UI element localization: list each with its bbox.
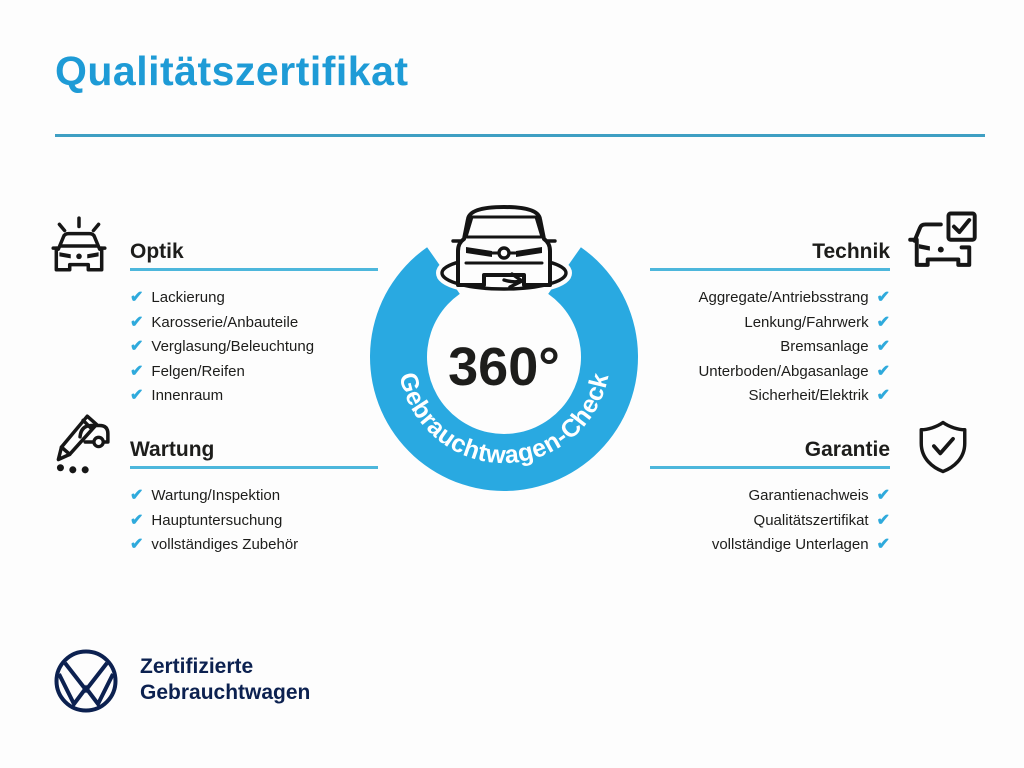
list-item: ✔ Lackierung (130, 286, 314, 311)
car-360-rotation-icon (436, 205, 572, 295)
footer-claim-line1: Zertifizierte (140, 655, 254, 678)
shield-check-icon (919, 420, 967, 474)
check-icon: ✔ (130, 387, 144, 405)
section-divider-garantie (650, 466, 890, 469)
section-heading-optik: Optik (130, 240, 184, 263)
check-icon: ✔ (130, 362, 144, 380)
list-item: Bremsanlage ✔ (500, 335, 890, 360)
section-divider-wartung (130, 466, 378, 469)
list-item: vollständige Unterlagen ✔ (500, 533, 890, 558)
list-item: ✔ Karosserie/Anbauteile (130, 311, 314, 336)
list-item: ✔ Verglasung/Beleuchtung (130, 335, 314, 360)
check-icon: ✔ (130, 536, 144, 554)
list-item: ✔ Hauptuntersuchung (130, 509, 298, 534)
list-item: Sicherheit/Elektrik ✔ (500, 384, 890, 409)
check-icon: ✔ (876, 362, 890, 380)
list-item: ✔ Innenraum (130, 384, 314, 409)
section-divider-technik (650, 268, 890, 271)
list-item: ✔ Wartung/Inspektion (130, 484, 298, 509)
list-item: Garantienachweis ✔ (500, 484, 890, 509)
page-title: Qualitätszertifikat (55, 48, 409, 94)
technik-checklist: Aggregate/Antriebsstrang ✔ Lenkung/Fahrwe… (500, 286, 890, 409)
section-heading-wartung: Wartung (130, 438, 215, 461)
list-item: Unterboden/Abgasanlage ✔ (500, 360, 890, 385)
check-icon: ✔ (876, 487, 890, 504)
check-icon: ✔ (876, 338, 890, 356)
wartung-checklist: ✔ Wartung/Inspektion ✔ Hauptuntersuchung ✔… (130, 484, 298, 558)
list-item: Lenkung/Fahrwerk ✔ (500, 311, 890, 336)
check-icon: ✔ (876, 511, 890, 529)
optik-checklist: ✔ Lackierung ✔ Karosserie/Anbauteile ✔ Verg… (130, 286, 314, 409)
shiny-car-icon (51, 216, 107, 272)
badge-center-label: 360° (448, 337, 560, 397)
footer-claim-line2: Gebrauchtwagen (140, 681, 311, 704)
section-heading-garantie: Garantie (804, 438, 890, 461)
garantie-checklist: Garantienachweis ✔ Qualitätszertifikat ✔ v… (500, 484, 890, 558)
title-divider (55, 134, 985, 137)
check-icon: ✔ (130, 338, 144, 356)
service-pencil-car-icon (56, 414, 110, 474)
check-icon: ✔ (130, 511, 144, 529)
section-divider-optik (130, 268, 378, 271)
list-item: Qualitätszertifikat ✔ (500, 509, 890, 534)
check-icon: ✔ (876, 536, 890, 554)
vw-logo (54, 649, 118, 713)
check-icon: ✔ (130, 289, 144, 306)
section-heading-technik: Technik (812, 240, 890, 263)
check-icon: ✔ (876, 313, 890, 331)
list-item: ✔ vollständiges Zubehör (130, 533, 298, 558)
footer-claim: Zertifizierte Gebrauchtwagen (140, 654, 310, 706)
list-item: ✔ Felgen/Reifen (130, 360, 314, 385)
car-checkbox-icon (908, 211, 977, 267)
check-icon: ✔ (876, 289, 890, 306)
check-icon: ✔ (876, 387, 890, 405)
360-check-badge: Gebrauchtwagen-Check 360° (369, 205, 638, 491)
check-icon: ✔ (130, 313, 144, 331)
check-icon: ✔ (130, 487, 144, 504)
list-item: Aggregate/Antriebsstrang ✔ (500, 286, 890, 311)
badge-ring (369, 247, 638, 491)
